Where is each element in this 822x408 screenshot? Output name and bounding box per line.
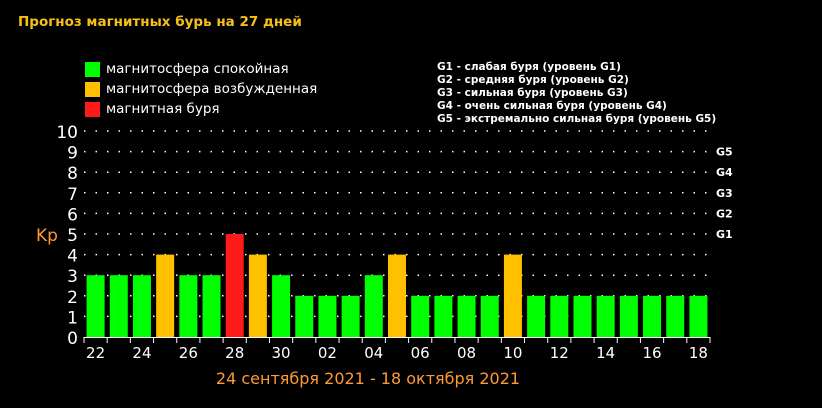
legend-swatch-quiet <box>85 61 100 77</box>
x-tick-label-18: 18 <box>689 344 708 362</box>
bar-16 <box>643 295 662 337</box>
y-tick-label-5: 5 <box>67 226 78 246</box>
bar-28 <box>225 234 244 337</box>
x-tick-label-12: 12 <box>550 344 569 362</box>
bar-18 <box>689 295 708 337</box>
right-axis-label-g3: G3 <box>716 187 733 200</box>
bar-30 <box>272 275 291 337</box>
legend-swatch-active <box>85 81 100 97</box>
storm-levels-legend: G1 - слабая буря (уровень G1) G2 - средн… <box>437 61 716 126</box>
bar-05 <box>388 254 406 337</box>
x-tick-label-26: 26 <box>179 344 198 362</box>
legend-label-active: магнитосфера возбужденная <box>106 81 318 97</box>
bar-03 <box>341 295 360 337</box>
x-axis-label: 24 сентября 2021 - 18 октября 2021 <box>216 369 520 388</box>
bar-12 <box>550 295 569 337</box>
bar-13 <box>573 295 592 337</box>
bar-26 <box>179 275 198 337</box>
bar-10 <box>503 254 522 337</box>
legend-item-quiet: магнитосфера спокойная <box>85 61 289 77</box>
bar-09 <box>480 295 499 337</box>
right-axis-label-g1: G1 <box>716 228 733 241</box>
legend-swatch-storm <box>85 101 100 117</box>
bar-25 <box>156 254 175 337</box>
storm-level-g3: G3 - сильная буря (уровень G3) <box>437 87 628 99</box>
storm-level-g4: G4 - очень сильная буря (уровень G4) <box>437 100 667 112</box>
bar-17 <box>666 295 685 337</box>
x-tick-label-24: 24 <box>132 344 151 362</box>
x-tick-label-16: 16 <box>642 344 661 362</box>
x-tick-label-02: 02 <box>318 344 337 362</box>
bar-04 <box>364 275 383 337</box>
bar-06 <box>411 295 430 337</box>
storm-level-g5: G5 - экстремально сильная буря (уровень … <box>437 113 717 125</box>
x-tick-label-22: 22 <box>86 344 105 362</box>
y-tick-label-9: 9 <box>67 144 78 164</box>
bar-15 <box>619 295 638 337</box>
x-tick-label-08: 08 <box>457 344 476 362</box>
bar-11 <box>527 295 546 337</box>
y-tick-label-3: 3 <box>67 267 78 287</box>
legend-label-storm: магнитная буря <box>106 101 220 117</box>
bar-02 <box>318 295 337 337</box>
x-tick-label-04: 04 <box>364 344 383 362</box>
bar-29 <box>248 254 267 337</box>
right-axis-label-g2: G2 <box>716 207 733 220</box>
x-tick-label-10: 10 <box>503 344 522 362</box>
y-tick-label-8: 8 <box>67 164 78 184</box>
bar-24 <box>132 275 151 337</box>
bar-22 <box>86 275 105 337</box>
y-tick-label-4: 4 <box>67 247 78 267</box>
storm-level-g2: G2 - средняя буря (уровень G2) <box>437 74 629 86</box>
y-tick-label-1: 1 <box>67 308 78 328</box>
right-axis-label-g5: G5 <box>716 146 733 159</box>
bar-23 <box>109 275 128 337</box>
x-tick-label-06: 06 <box>411 344 430 362</box>
bar-07 <box>434 295 453 337</box>
storm-level-g1: G1 - слабая буря (уровень G1) <box>437 61 621 73</box>
y-tick-label-6: 6 <box>67 205 78 225</box>
legend-label-quiet: магнитосфера спокойная <box>106 61 289 77</box>
bar-27 <box>202 275 221 337</box>
legend-item-active: магнитосфера возбужденная <box>85 81 317 97</box>
page-title: Прогноз магнитных бурь на 27 дней <box>18 14 302 30</box>
y-tick-label-7: 7 <box>67 185 78 205</box>
legend-item-storm: магнитная буря <box>85 101 220 117</box>
y-tick-label-2: 2 <box>67 288 78 308</box>
right-axis-label-g4: G4 <box>716 166 733 179</box>
x-tick-label-28: 28 <box>225 344 244 362</box>
x-tick-label-30: 30 <box>272 344 291 362</box>
y-tick-label-0: 0 <box>67 329 78 349</box>
bar-14 <box>596 295 615 337</box>
bar-08 <box>457 295 476 337</box>
x-tick-label-14: 14 <box>596 344 615 362</box>
y-axis-label: Kp <box>36 226 58 246</box>
bar-01 <box>295 295 314 337</box>
y-tick-label-10: 10 <box>56 123 78 143</box>
